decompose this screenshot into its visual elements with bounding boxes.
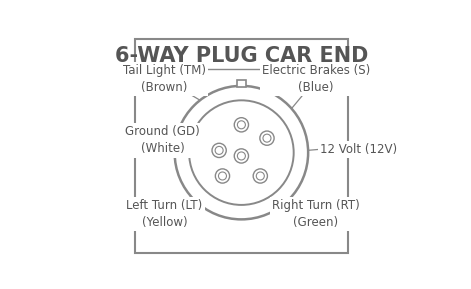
FancyBboxPatch shape <box>135 39 348 253</box>
Circle shape <box>215 169 229 183</box>
Text: 12 Volt (12V): 12 Volt (12V) <box>320 143 398 156</box>
Circle shape <box>260 131 274 145</box>
Circle shape <box>237 152 245 160</box>
Circle shape <box>237 121 245 129</box>
Circle shape <box>212 143 226 158</box>
Circle shape <box>219 172 227 180</box>
Circle shape <box>263 134 271 142</box>
Circle shape <box>253 169 268 183</box>
Circle shape <box>234 149 249 163</box>
Text: Tail Light (TM)
(Brown): Tail Light (TM) (Brown) <box>123 64 206 94</box>
Circle shape <box>175 86 308 219</box>
Text: Right Turn (RT)
(Green): Right Turn (RT) (Green) <box>272 199 360 229</box>
Bar <box>237 80 246 87</box>
Text: Electric Brakes (S)
(Blue): Electric Brakes (S) (Blue) <box>262 64 370 94</box>
Circle shape <box>215 147 223 154</box>
Circle shape <box>256 172 264 180</box>
Text: 6-WAY PLUG CAR END: 6-WAY PLUG CAR END <box>115 46 368 66</box>
Text: Ground (GD)
(White): Ground (GD) (White) <box>125 125 200 155</box>
Text: Left Turn (LT)
(Yellow): Left Turn (LT) (Yellow) <box>127 199 203 229</box>
Circle shape <box>234 118 249 132</box>
Circle shape <box>189 100 294 205</box>
